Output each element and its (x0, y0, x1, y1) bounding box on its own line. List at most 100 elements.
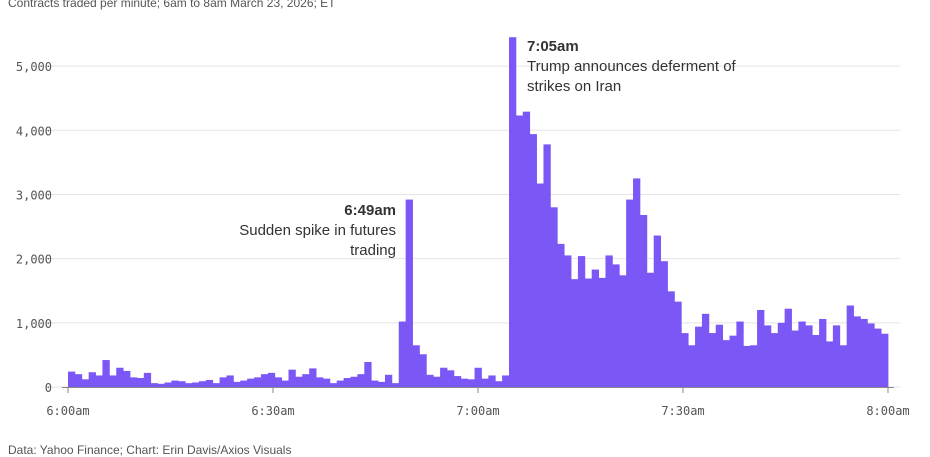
bar (164, 382, 172, 387)
bar (715, 324, 724, 387)
bar (254, 377, 262, 387)
bar (136, 378, 145, 387)
bar (150, 383, 158, 387)
bar (116, 367, 124, 387)
bar (660, 261, 668, 387)
annotation-text: strikes on Iran (527, 78, 621, 95)
bar (364, 361, 372, 387)
bar (543, 144, 551, 387)
bar (192, 382, 200, 387)
bar (825, 341, 834, 387)
bar (502, 375, 510, 387)
y-tick-label: 3,000 (16, 188, 52, 202)
bar (123, 370, 131, 387)
bar (357, 374, 365, 387)
bar (81, 379, 90, 387)
bar (701, 313, 710, 387)
bar (881, 333, 889, 387)
annotation-title: 6:49am (344, 202, 396, 219)
bar (205, 379, 214, 387)
bar (226, 375, 234, 387)
bar (812, 335, 820, 387)
bar (729, 335, 737, 387)
bar (750, 345, 758, 387)
bar (198, 381, 207, 387)
bar (302, 374, 310, 387)
bar (743, 345, 751, 387)
bar (757, 309, 765, 387)
bar (109, 375, 117, 387)
bar (791, 330, 799, 387)
bar (212, 383, 220, 387)
bar (481, 378, 489, 387)
bar (384, 374, 393, 387)
bar (322, 378, 331, 387)
bar (722, 340, 730, 387)
axes: 0 1,000 2,000 3,000 4,000 5,000 6:00am 6:30am 7:… (16, 60, 910, 418)
bar (130, 377, 138, 387)
x-tick-label: 6:00am (46, 404, 89, 418)
bar (681, 333, 689, 387)
bar (777, 322, 786, 387)
bar (529, 134, 537, 387)
bar (557, 243, 565, 387)
bar (612, 264, 620, 387)
bar (619, 275, 627, 387)
bar (598, 277, 606, 387)
bar (770, 333, 779, 387)
bar (633, 178, 641, 387)
x-tick-label: 7:00am (456, 404, 499, 418)
y-tick-label: 5,000 (16, 60, 52, 74)
annotations: 6:49am Sudden spike in futures trading 7:05… (239, 38, 736, 259)
bar (412, 345, 420, 387)
bar (474, 367, 482, 387)
bar (763, 325, 772, 387)
bar (805, 325, 813, 387)
bar (274, 377, 283, 387)
bar (446, 370, 455, 387)
bar (171, 380, 179, 387)
bar (639, 214, 648, 387)
bar (157, 383, 165, 387)
bar (646, 272, 655, 387)
chart-subtitle: Contracts traded per minute; 6am to 8am … (8, 0, 336, 10)
bar (350, 376, 358, 387)
bar (405, 199, 413, 387)
bar (95, 375, 103, 387)
bar (577, 256, 586, 387)
bar (102, 360, 110, 387)
bar (846, 305, 854, 387)
bar (688, 345, 696, 387)
bar (240, 380, 248, 387)
bar (695, 326, 703, 387)
bar (867, 323, 875, 387)
bar (564, 255, 572, 387)
bar (550, 207, 558, 387)
y-tick-label: 4,000 (16, 124, 52, 138)
bar (426, 374, 434, 387)
bar (267, 372, 276, 387)
bar (860, 318, 868, 387)
bar (536, 183, 544, 387)
bar (784, 308, 792, 387)
bar (832, 325, 841, 387)
bar (605, 255, 613, 387)
bar (398, 321, 407, 387)
chart-source: Data: Yahoo Finance; Chart: Erin Davis/A… (8, 443, 292, 457)
data-bars (68, 37, 889, 388)
bar (219, 377, 227, 387)
y-tick-label: 1,000 (16, 317, 52, 331)
bar (74, 374, 83, 387)
bar (626, 199, 634, 387)
bar (467, 379, 475, 387)
bar (488, 375, 496, 387)
y-tick-label: 2,000 (16, 253, 52, 267)
bar (316, 377, 324, 387)
bar (281, 380, 289, 387)
bar (378, 381, 386, 387)
y-tick-label: 0 (45, 381, 52, 395)
bar (667, 291, 675, 387)
bar (178, 381, 186, 387)
bar (391, 383, 400, 387)
